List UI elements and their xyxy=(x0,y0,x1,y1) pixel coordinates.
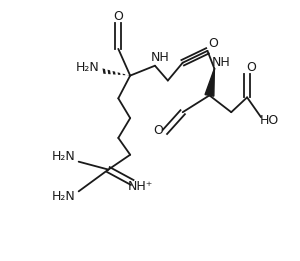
Text: O: O xyxy=(208,37,218,50)
Polygon shape xyxy=(128,75,130,76)
Text: H₂N: H₂N xyxy=(52,190,76,203)
Polygon shape xyxy=(123,74,125,75)
Polygon shape xyxy=(118,72,120,75)
Polygon shape xyxy=(112,71,116,75)
Text: O: O xyxy=(246,61,256,74)
Text: NH: NH xyxy=(212,56,231,69)
Polygon shape xyxy=(107,70,111,74)
Text: HO: HO xyxy=(259,114,278,127)
Text: O: O xyxy=(153,123,163,137)
Text: H₂N: H₂N xyxy=(76,61,100,74)
Text: NH⁺: NH⁺ xyxy=(128,180,153,193)
Text: O: O xyxy=(113,10,123,23)
Polygon shape xyxy=(103,68,106,74)
Text: H₂N: H₂N xyxy=(52,150,76,163)
Text: NH: NH xyxy=(151,51,169,64)
Polygon shape xyxy=(205,69,214,96)
